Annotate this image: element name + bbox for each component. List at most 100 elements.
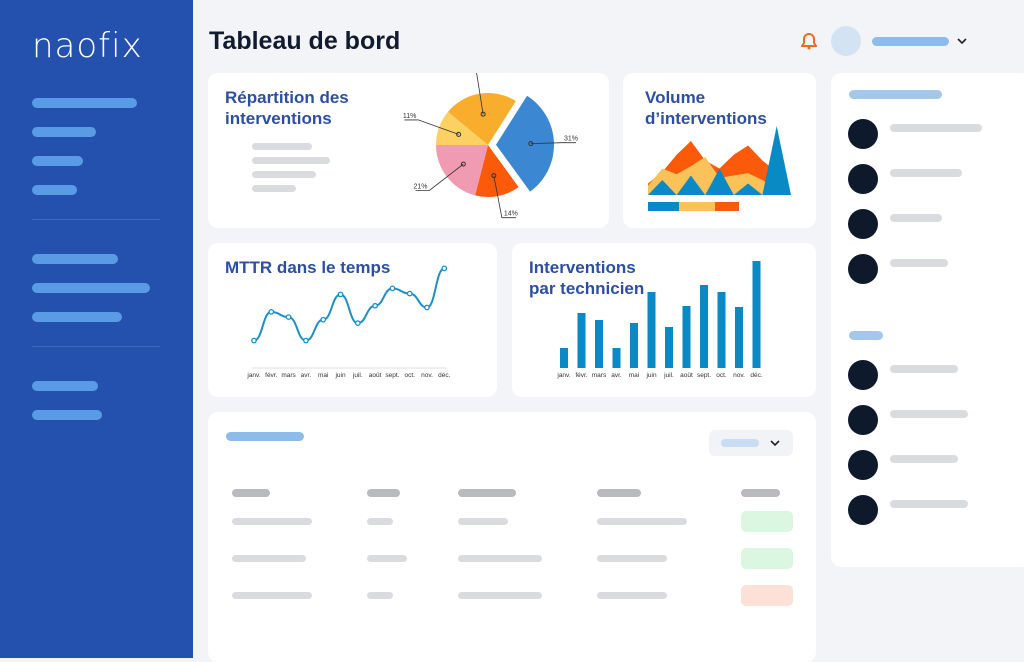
line-chart: janv. févr. mars avr. mai juin juil. août sept. o… — [246, 265, 451, 379]
bar — [577, 313, 586, 368]
user-name[interactable] — [872, 37, 949, 46]
person-name[interactable] — [890, 500, 968, 508]
sidebar-item[interactable] — [32, 185, 77, 195]
slice-label: 21% — [414, 183, 428, 190]
avatar[interactable] — [848, 450, 878, 480]
pie-slice — [495, 95, 554, 192]
avatar[interactable] — [848, 209, 878, 239]
avatar[interactable] — [848, 495, 878, 525]
tick-label: sept. — [385, 372, 399, 379]
bell-icon[interactable] — [801, 32, 817, 50]
sidebar-item[interactable] — [32, 127, 96, 137]
table-cell — [458, 555, 542, 562]
data-point — [268, 309, 275, 315]
status-badge — [741, 548, 793, 569]
table-cell — [367, 555, 407, 562]
sidebar-item[interactable] — [32, 410, 102, 420]
pie-slice — [475, 145, 519, 197]
technician-card: Interventions par technicien janv. févr. m… — [512, 243, 816, 397]
bar — [560, 348, 568, 368]
person-name[interactable] — [890, 124, 982, 132]
bar-chart: janv. févr. mars avr. mai juin juil. août sept. o… — [556, 261, 763, 379]
person-name[interactable] — [890, 410, 968, 418]
area-series — [648, 126, 791, 195]
tick-label: nov. — [733, 372, 745, 379]
data-point — [406, 290, 413, 297]
data-point — [372, 302, 378, 309]
column-header — [597, 489, 641, 497]
tick-label: sept. — [697, 372, 711, 379]
bar — [682, 306, 691, 368]
panel-title — [849, 90, 942, 99]
mttr-line — [253, 267, 445, 342]
tick-label: mai — [629, 372, 639, 379]
legend-swatch — [648, 202, 679, 211]
avatar[interactable] — [848, 254, 878, 284]
slice-label: 14% — [504, 211, 518, 218]
logo: naofix — [32, 26, 143, 66]
tick-label: avr. — [611, 372, 622, 379]
filter-dropdown[interactable] — [709, 430, 793, 456]
tick-label: févr. — [265, 372, 277, 379]
card-title: Volume d’interventions — [645, 88, 767, 128]
table-cell — [367, 592, 393, 599]
tick-label: févr. — [575, 372, 587, 379]
column-header — [741, 489, 780, 497]
avatar[interactable] — [848, 405, 878, 435]
tick-label: déc. — [438, 372, 450, 379]
person-name[interactable] — [890, 169, 962, 177]
bar — [735, 307, 743, 368]
table-title — [226, 432, 304, 441]
avatar[interactable] — [848, 119, 878, 149]
person-name[interactable] — [890, 455, 958, 463]
data-point — [354, 320, 361, 327]
sidebar-item[interactable] — [32, 254, 118, 264]
label-leader — [493, 175, 516, 219]
area-chart — [648, 126, 791, 211]
table-cell — [458, 518, 508, 525]
tick-label: août — [680, 372, 693, 379]
sidebar-item[interactable] — [32, 156, 83, 166]
table-cell — [597, 518, 687, 525]
right-panel — [831, 73, 1024, 567]
label-leader — [530, 142, 576, 145]
pie-slice — [436, 111, 488, 145]
label-leader — [476, 73, 484, 115]
column-header — [458, 489, 516, 497]
divider — [32, 219, 160, 220]
pie-card: Répartition des interventions 31% 14% 21% 1… — [208, 73, 609, 228]
bar — [612, 348, 621, 368]
tick-label: janv. — [556, 372, 570, 379]
mttr-card: MTTR dans le temps janv. févr. mars avr. mai… — [208, 243, 497, 397]
status-badge — [741, 585, 793, 606]
data-point — [337, 291, 344, 298]
chevron-down-icon[interactable] — [956, 37, 968, 45]
data-point — [320, 316, 327, 323]
avatar[interactable] — [848, 164, 878, 194]
sidebar-item[interactable] — [32, 381, 98, 391]
panel-title — [849, 331, 883, 340]
column-header — [367, 489, 400, 497]
tick-label: juil. — [352, 372, 363, 379]
table-cell — [232, 592, 312, 599]
sidebar-item[interactable] — [32, 98, 137, 108]
slice-label: 11% — [403, 113, 417, 120]
bar — [700, 285, 708, 368]
tick-label: janv. — [246, 372, 260, 379]
avatar[interactable] — [831, 26, 861, 56]
person-name[interactable] — [890, 365, 958, 373]
table-cell — [232, 555, 306, 562]
pie-slice — [447, 93, 516, 145]
tick-label: déc. — [750, 372, 762, 379]
person-name[interactable] — [890, 214, 942, 222]
person-name[interactable] — [890, 259, 948, 267]
divider — [32, 346, 160, 347]
data-point — [389, 285, 396, 292]
sidebar-item[interactable] — [32, 312, 122, 322]
table-cell — [458, 592, 542, 599]
status-badge — [741, 511, 793, 532]
avatar[interactable] — [848, 360, 878, 390]
sidebar-item[interactable] — [32, 283, 150, 293]
page-title: Tableau de bord — [209, 27, 401, 55]
bar — [647, 292, 656, 368]
